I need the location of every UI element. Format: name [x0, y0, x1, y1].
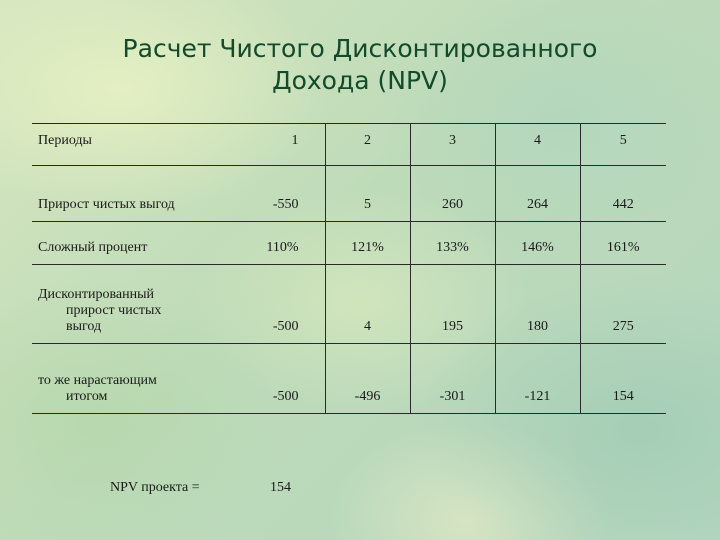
- row-label-line: Прирост чистых выгод: [38, 197, 175, 212]
- table-cell: 195: [409, 264, 495, 344]
- table-cell: 146%: [494, 221, 580, 265]
- row-label: Дисконтированный прирост чистых выгод: [32, 264, 240, 344]
- npv-label: NPV проекта =: [110, 480, 200, 495]
- table-cell: 442: [579, 165, 666, 222]
- table-cell: 4: [324, 264, 410, 344]
- npv-value: 154: [270, 480, 291, 495]
- row-label-line: Сложный процент: [38, 240, 148, 255]
- row-label-line: итогом: [66, 389, 108, 404]
- table-cell: 133%: [409, 221, 495, 265]
- header-cell-period-5: 5: [579, 123, 666, 166]
- table-cell: 121%: [324, 221, 410, 265]
- row-label-line: Дисконтированный: [38, 287, 154, 302]
- npv-summary: NPV проекта = 154: [110, 480, 291, 496]
- table-cell: 154: [579, 343, 666, 414]
- table-cell: -500: [240, 343, 325, 414]
- table-cell: -500: [240, 264, 325, 344]
- table-cell: -550: [240, 165, 325, 222]
- header-cell-periods: Периоды: [32, 123, 240, 166]
- slide-title: Расчет Чистого Дисконтированного Дохода …: [0, 33, 720, 97]
- header-cell-period-4: 4: [494, 123, 580, 166]
- table-cell: 275: [579, 264, 666, 344]
- table-cell: -301: [409, 343, 495, 414]
- table-cell: 161%: [579, 221, 666, 265]
- table-cell: -121: [494, 343, 580, 414]
- npv-table: Периоды 1 2 3 4 5 Прирост чистых выгод -…: [32, 123, 666, 414]
- table-cell: 5: [324, 165, 410, 222]
- table-row-cumulative-total: то же нарастающим итогом -500 -496 -301 …: [32, 343, 666, 414]
- table-header-row: Периоды 1 2 3 4 5: [32, 123, 666, 166]
- table-cell: -496: [324, 343, 410, 414]
- header-cell-period-2: 2: [324, 123, 410, 166]
- row-label: то же нарастающим итогом: [32, 343, 240, 414]
- header-cell-period-3: 3: [409, 123, 495, 166]
- row-label: Сложный процент: [32, 221, 240, 265]
- table-cell: 264: [494, 165, 580, 222]
- row-label-line: прирост чистых: [66, 303, 162, 318]
- table-row-compound-rate: Сложный процент 110% 121% 133% 146% 161%: [32, 221, 666, 265]
- table-cell: 260: [409, 165, 495, 222]
- row-label-line: то же нарастающим: [38, 373, 157, 388]
- row-label: Прирост чистых выгод: [32, 165, 240, 222]
- table-cell: 180: [494, 264, 580, 344]
- table-row-discounted-growth: Дисконтированный прирост чистых выгод -5…: [32, 264, 666, 344]
- header-cell-period-1: 1: [240, 123, 325, 166]
- table-cell: 110%: [240, 221, 325, 265]
- title-line-2: Дохода (NPV): [272, 66, 448, 95]
- row-label-line: выгод: [66, 319, 102, 334]
- table-row-net-benefit-growth: Прирост чистых выгод -550 5 260 264 442: [32, 165, 666, 222]
- title-line-1: Расчет Чистого Дисконтированного: [122, 34, 598, 63]
